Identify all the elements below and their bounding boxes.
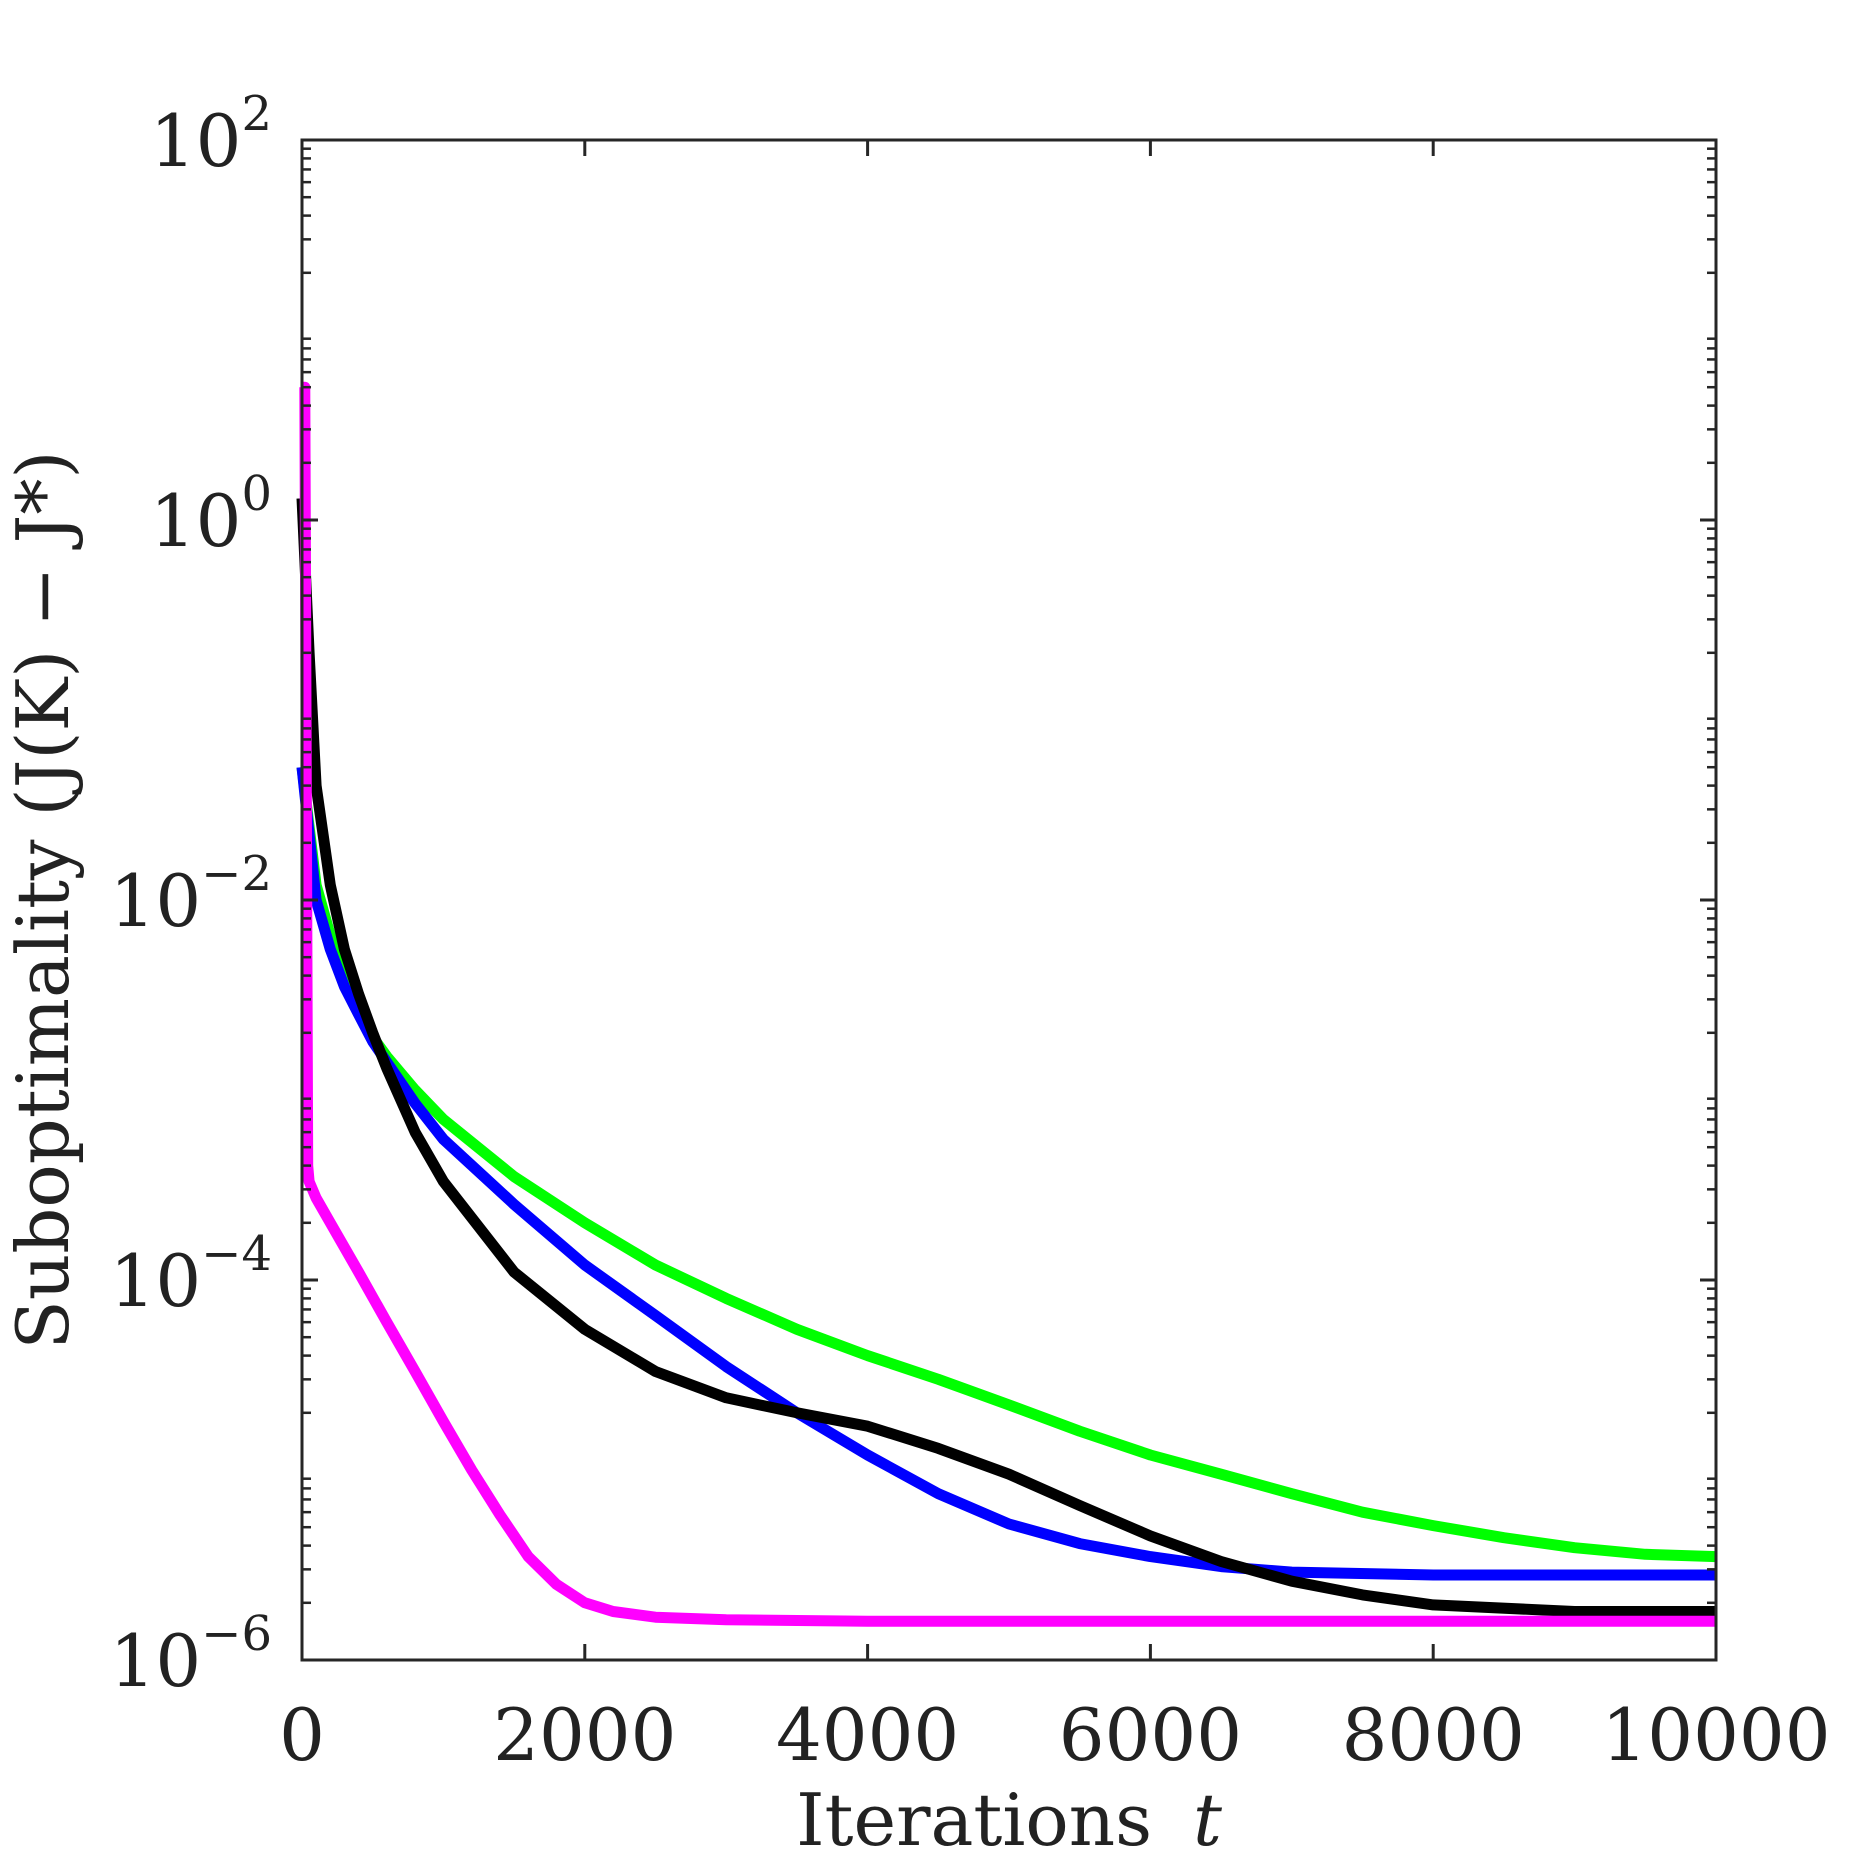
y-tick-label-base: 10 (150, 479, 242, 563)
y-tick-label-exponent: −4 (201, 1226, 272, 1282)
y-tick-label: 10−2 (110, 846, 272, 943)
plot-frame (300, 138, 1718, 1662)
series-layer (296, 381, 1717, 1627)
x-axis-title-variable: t (1193, 1778, 1223, 1862)
x-tick-label: 2000 (493, 1693, 676, 1777)
ticks-layer (300, 138, 1718, 1662)
y-tick-label-exponent: −6 (201, 1606, 272, 1662)
x-tick-label: 0 (279, 1693, 325, 1777)
y-axis-title: Suboptimality (J(K) − J*) (1, 451, 85, 1350)
y-tick-label: 102 (150, 86, 272, 183)
series-line-3 (299, 381, 1716, 1627)
x-tick-label: 10000 (1601, 1693, 1830, 1777)
y-tick-label-exponent: 2 (241, 86, 272, 142)
series-line-0 (296, 766, 1717, 1563)
y-tick-label-exponent: −2 (201, 846, 272, 902)
x-tick-label: 8000 (1342, 1693, 1525, 1777)
x-axis-title: Iterations t (796, 1778, 1223, 1862)
x-tick-labels: 0 2000 4000 6000 8000 10000 (279, 1693, 1830, 1777)
y-tick-label-base: 10 (110, 1239, 202, 1323)
series-line-2 (296, 498, 1716, 1617)
y-tick-label-base: 10 (150, 99, 242, 183)
x-tick-label: 4000 (776, 1693, 959, 1777)
y-tick-label: 100 (150, 466, 272, 563)
y-tick-label: 10−4 (110, 1226, 272, 1323)
y-tick-label: 10−6 (110, 1606, 272, 1703)
x-tick-label: 6000 (1059, 1693, 1242, 1777)
y-tick-label-base: 10 (110, 859, 202, 943)
x-axis-title-text: Iterations (796, 1778, 1152, 1862)
y-tick-label-base: 10 (110, 1619, 202, 1703)
y-tick-label-exponent: 0 (241, 466, 272, 522)
